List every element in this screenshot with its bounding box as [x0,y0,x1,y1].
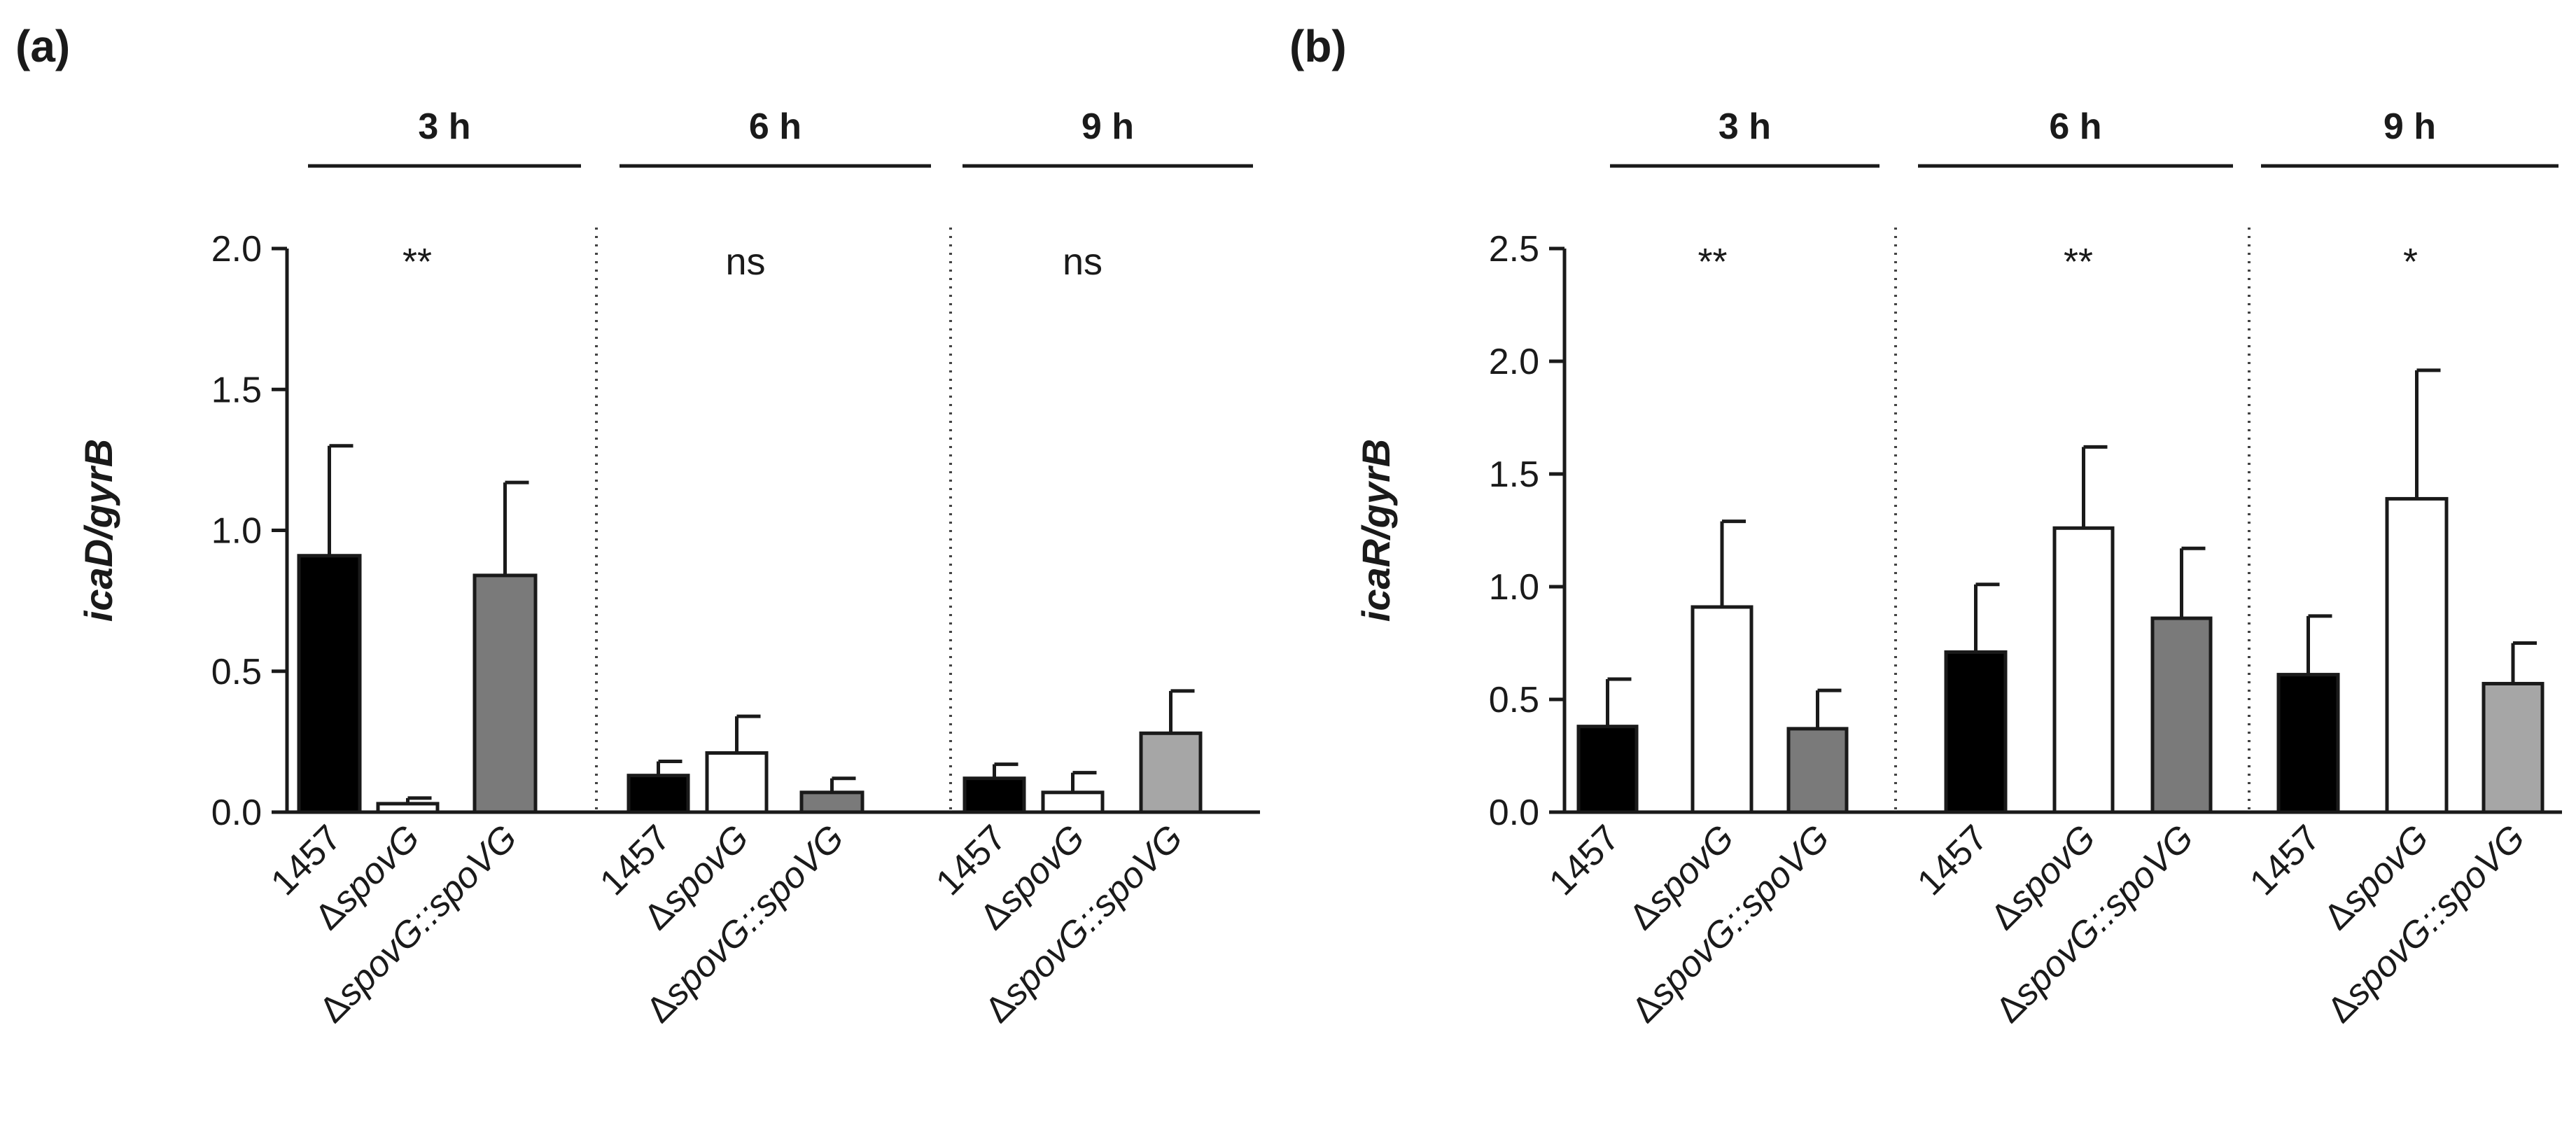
y-tick-label: 2.5 [1489,229,1539,270]
y-tick-label: 2.0 [1489,342,1539,382]
panel-b-letter: (b) [1289,21,1347,71]
bar [1690,605,1754,814]
y-tick-label: 2.0 [211,229,262,270]
y-tick-label: 0.5 [211,652,262,692]
group-label: 6 h [2049,106,2101,147]
bar [1139,731,1203,814]
y-tick-label: 1.5 [211,370,262,410]
bar [376,802,440,814]
bar [297,554,362,814]
y-axis-label: icaR/gyrB [1354,439,1398,622]
bar [1576,725,1639,814]
bar [2150,616,2213,814]
panel-b-chart: (b) 0.0 0.5 1.0 1.5 2.0 2.5 icaR/gyrB 3 h ** 1457… [1289,21,2562,1031]
group-label: 9 h [1082,106,1134,147]
significance-label: ** [2064,241,2093,283]
bar [626,774,690,814]
bar [2276,673,2340,814]
panel-a-letter: (a) [15,21,70,71]
significance-label: * [2403,241,2418,283]
significance-label: ** [1698,241,1727,283]
y-tick-label: 0.0 [1489,793,1539,833]
bar [2482,681,2544,814]
group-label: 3 h [1718,106,1771,147]
y-tick-label: 1.0 [1489,567,1539,608]
group-label: 3 h [418,106,470,147]
bar [2052,526,2115,814]
group-label: 6 h [749,106,802,147]
y-tick-label: 1.0 [211,511,262,552]
group-label: 9 h [2384,106,2436,147]
y-axis-label: icaD/gyrB [76,439,120,622]
significance-label: ** [402,241,432,283]
bar [472,573,538,814]
significance-label: ns [1063,241,1102,283]
category-label: 1457 [1541,817,1628,903]
category-label: 1457 [2242,817,2328,903]
bar [799,790,864,814]
y-tick-label: 1.5 [1489,454,1539,495]
bar [705,751,769,814]
significance-label: ns [725,241,765,283]
y-tick-label: 0.0 [211,793,262,833]
category-label: 1457 [1910,817,1996,903]
bar [1041,790,1105,814]
bar [1786,727,1849,814]
bar [962,776,1026,814]
y-tick-label: 0.5 [1489,680,1539,720]
bar [1944,650,2008,814]
bar [2385,496,2449,814]
